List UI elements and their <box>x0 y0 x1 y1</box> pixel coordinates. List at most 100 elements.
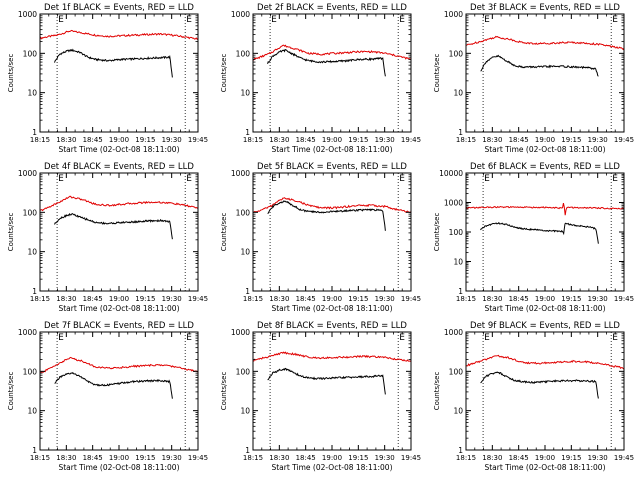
y-tick-label: 100 <box>449 367 464 376</box>
y-tick-label: 100 <box>23 49 38 58</box>
x-tick-label: 19:30 <box>588 136 608 144</box>
x-tick-label: 19:15 <box>135 295 155 303</box>
y-tick-label: 10 <box>27 248 37 257</box>
y-tick-label: 10000 <box>439 169 463 178</box>
y-tick-label: 10 <box>27 89 37 98</box>
x-tick-label: 19:00 <box>109 454 129 462</box>
x-tick-label: 18:30 <box>482 295 502 303</box>
series-line-events <box>54 48 173 78</box>
chart-panel-4: Det 4f BLACK = Events, RED = LLD Counts/s… <box>7 162 208 313</box>
marker-label: E <box>612 15 618 25</box>
x-tick-label: 18:45 <box>296 454 316 462</box>
x-tick-label: 19:30 <box>588 454 608 462</box>
y-tick-label: 100 <box>236 208 251 217</box>
chart-title: Det 1f BLACK = Events, RED = LLD <box>44 3 194 13</box>
x-tick-label: 18:15 <box>456 454 476 462</box>
x-tick-label: 19:00 <box>322 136 342 144</box>
x-tick-label: 19:30 <box>375 454 395 462</box>
series-line-lld <box>253 351 412 363</box>
y-axis-label: Counts/sec <box>433 213 441 252</box>
y-tick-label: 1000 <box>231 328 250 337</box>
x-tick-label: 19:30 <box>375 295 395 303</box>
series-line-lld <box>39 29 199 41</box>
chart-panel-9: Det 9f BLACK = Events, RED = LLD Counts/s… <box>433 321 634 472</box>
y-tick-label: 1 <box>32 446 37 455</box>
series-line-events <box>267 200 386 231</box>
series-line-events <box>267 367 386 395</box>
y-tick-label: 1 <box>245 287 250 296</box>
series-line-lld <box>39 195 199 212</box>
y-tick-label: 1000 <box>231 10 250 19</box>
x-tick-label: 19:30 <box>588 295 608 303</box>
x-axis-label: Start Time (02-Oct-08 18:11:00) <box>484 304 605 313</box>
chart-panel-8: Det 8f BLACK = Events, RED = LLD Counts/s… <box>220 321 421 472</box>
chart-panel-3: Det 3f BLACK = Events, RED = LLD Counts/s… <box>433 3 634 154</box>
y-tick-label: 10 <box>453 89 463 98</box>
series-line-events <box>480 221 599 244</box>
chart-panel-2: Det 2f BLACK = Events, RED = LLD Counts/s… <box>220 3 421 154</box>
x-tick-label: 19:15 <box>348 295 368 303</box>
x-tick-label: 19:45 <box>401 454 421 462</box>
chart-panel-5: Det 5f BLACK = Events, RED = LLD Counts/s… <box>220 162 421 313</box>
x-tick-label: 19:45 <box>614 136 634 144</box>
marker-label: E <box>399 174 405 184</box>
y-tick-label: 1000 <box>444 199 463 208</box>
x-axis-label: Start Time (02-Oct-08 18:11:00) <box>271 463 392 472</box>
chart-panel-7: Det 7f BLACK = Events, RED = LLD Counts/s… <box>7 321 208 472</box>
x-axis-label: Start Time (02-Oct-08 18:11:00) <box>484 463 605 472</box>
y-tick-label: 100 <box>236 49 251 58</box>
x-tick-label: 18:15 <box>243 136 263 144</box>
x-tick-label: 19:00 <box>109 136 129 144</box>
x-tick-label: 18:15 <box>456 136 476 144</box>
x-tick-label: 19:15 <box>561 454 581 462</box>
series-line-events <box>267 48 386 77</box>
y-axis-label: Counts/sec <box>220 54 228 93</box>
y-tick-label: 100 <box>449 228 464 237</box>
y-tick-label: 10 <box>240 248 250 257</box>
series-line-lld <box>252 44 412 61</box>
chart-title: Det 9f BLACK = Events, RED = LLD <box>470 321 620 331</box>
x-tick-label: 19:45 <box>614 295 634 303</box>
chart-title: Det 7f BLACK = Events, RED = LLD <box>44 321 194 331</box>
x-tick-label: 18:45 <box>83 136 103 144</box>
y-tick-label: 1 <box>32 287 37 296</box>
x-tick-label: 18:15 <box>30 454 50 462</box>
y-axis-label: Counts/sec <box>433 372 441 411</box>
series-line-events <box>54 212 173 240</box>
y-tick-label: 100 <box>449 49 464 58</box>
x-tick-label: 18:45 <box>509 454 529 462</box>
x-tick-label: 19:45 <box>401 295 421 303</box>
series-line-lld <box>465 35 625 51</box>
marker-label: E <box>58 333 64 343</box>
series-line-events <box>54 371 173 399</box>
y-tick-label: 10 <box>453 258 463 267</box>
y-tick-label: 100 <box>23 208 38 217</box>
x-tick-label: 18:30 <box>482 136 502 144</box>
x-tick-label: 18:45 <box>83 295 103 303</box>
x-tick-label: 19:30 <box>162 295 182 303</box>
marker-label: E <box>399 333 405 343</box>
y-tick-label: 1 <box>458 128 463 137</box>
y-tick-label: 1000 <box>18 328 37 337</box>
y-tick-label: 100 <box>236 367 251 376</box>
x-tick-label: 19:45 <box>188 136 208 144</box>
marker-label: E <box>484 174 490 184</box>
x-tick-label: 18:45 <box>509 295 529 303</box>
x-tick-label: 19:45 <box>188 295 208 303</box>
x-axis-label: Start Time (02-Oct-08 18:11:00) <box>58 463 179 472</box>
y-tick-label: 1 <box>245 446 250 455</box>
x-axis-label: Start Time (02-Oct-08 18:11:00) <box>58 145 179 154</box>
x-axis-label: Start Time (02-Oct-08 18:11:00) <box>58 304 179 313</box>
x-tick-label: 19:30 <box>162 454 182 462</box>
y-axis-label: Counts/sec <box>433 54 441 93</box>
y-tick-label: 1000 <box>18 10 37 19</box>
chart-title: Det 2f BLACK = Events, RED = LLD <box>257 3 407 13</box>
marker-label: E <box>58 174 64 184</box>
y-tick-label: 100 <box>23 367 38 376</box>
y-axis-label: Counts/sec <box>7 54 15 93</box>
x-tick-label: 19:30 <box>162 136 182 144</box>
marker-label: E <box>271 333 277 343</box>
marker-label: E <box>271 174 277 184</box>
